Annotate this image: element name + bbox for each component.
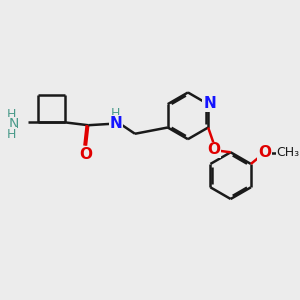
Text: H: H: [7, 108, 16, 121]
Text: N: N: [9, 117, 19, 131]
Text: O: O: [79, 147, 92, 162]
Text: N: N: [110, 116, 122, 131]
Text: O: O: [258, 145, 271, 160]
Text: H: H: [111, 107, 120, 120]
Text: N: N: [203, 96, 216, 111]
Text: CH₃: CH₃: [277, 146, 300, 159]
Text: H: H: [7, 128, 16, 141]
Text: O: O: [207, 142, 220, 158]
